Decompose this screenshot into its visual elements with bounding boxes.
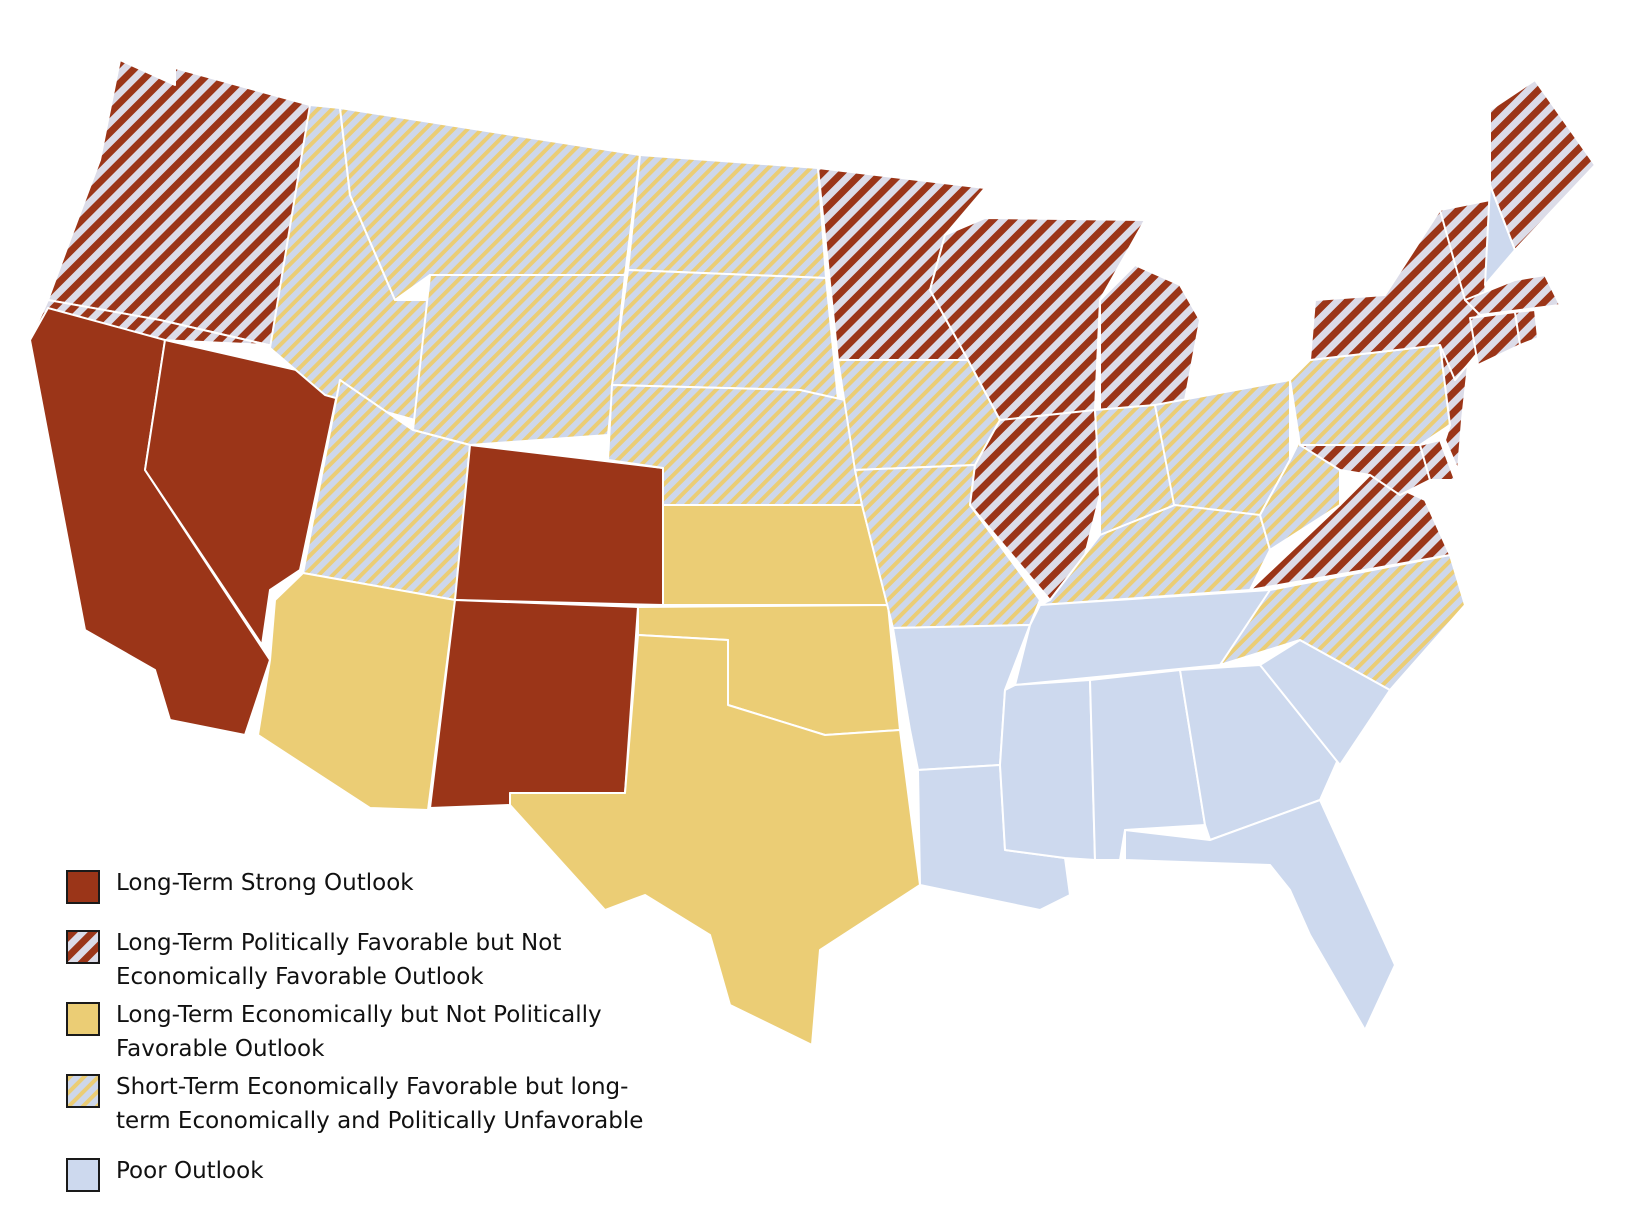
state-maine <box>1489 79 1596 251</box>
legend-swatch-poor <box>66 1158 100 1192</box>
legend-item-poor: Poor Outlook <box>66 1154 264 1192</box>
legend-swatch-political <box>66 930 100 964</box>
legend-swatch-strong <box>66 870 100 904</box>
legend-label-economic: Long-Term Economically but Not Political… <box>116 1002 602 1062</box>
state-mississippi <box>999 679 1096 861</box>
legend-label-political: Long-Term Politically Favorable but Not … <box>116 930 562 990</box>
state-connecticut <box>1469 311 1521 366</box>
state-michigan <box>1099 264 1201 421</box>
state-florida <box>1124 799 1396 1031</box>
legend-swatch-short <box>66 1074 100 1108</box>
state-massachusetts <box>1464 274 1561 316</box>
legend-label-poor: Poor Outlook <box>116 1158 264 1184</box>
state-california <box>29 307 271 736</box>
state-south-dakota <box>611 269 839 401</box>
state-ohio <box>1154 379 1291 516</box>
state-texas <box>509 634 921 1046</box>
state-colorado <box>454 444 664 606</box>
state-delaware <box>1419 439 1456 481</box>
state-arizona <box>257 572 456 811</box>
legend-item-economic: Long-Term Economically but Not Political… <box>66 998 602 1066</box>
state-montana <box>339 107 641 301</box>
legend-label-short: Short-Term Economically Favorable but lo… <box>116 1074 644 1134</box>
legend-item-strong: Long-Term Strong Outlook <box>66 866 414 904</box>
state-north-carolina <box>1219 554 1466 691</box>
legend-label-strong: Long-Term Strong Outlook <box>116 870 414 896</box>
state-north-dakota <box>627 154 827 279</box>
state-rhode-island <box>1514 309 1539 346</box>
legend-item-political: Long-Term Politically Favorable but Not … <box>66 926 561 994</box>
legend-item-short: Short-Term Economically Favorable but lo… <box>66 1070 643 1138</box>
state-kansas <box>662 504 889 606</box>
legend-swatch-economic <box>66 1002 100 1036</box>
state-new-mexico <box>429 599 639 809</box>
state-wyoming <box>412 274 626 446</box>
